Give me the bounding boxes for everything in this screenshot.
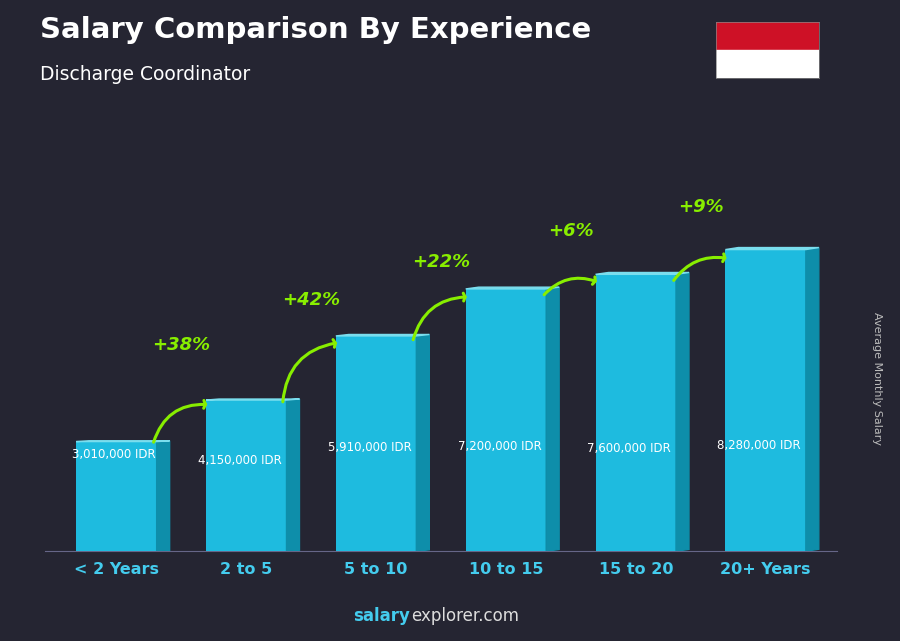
Polygon shape — [157, 441, 169, 551]
Polygon shape — [76, 441, 169, 442]
Text: 7,600,000 IDR: 7,600,000 IDR — [588, 442, 671, 455]
FancyBboxPatch shape — [336, 336, 417, 551]
Polygon shape — [546, 287, 559, 551]
Text: +42%: +42% — [282, 291, 340, 309]
Polygon shape — [676, 272, 689, 551]
Polygon shape — [206, 399, 300, 400]
Text: 7,200,000 IDR: 7,200,000 IDR — [457, 440, 541, 453]
Text: 8,280,000 IDR: 8,280,000 IDR — [717, 439, 801, 452]
FancyBboxPatch shape — [465, 289, 546, 551]
Text: +6%: +6% — [548, 222, 594, 240]
Text: +38%: +38% — [152, 336, 211, 354]
Text: Discharge Coordinator: Discharge Coordinator — [40, 65, 251, 85]
FancyBboxPatch shape — [596, 274, 676, 551]
Bar — [716, 22, 819, 50]
Text: Average Monthly Salary: Average Monthly Salary — [872, 312, 883, 445]
Text: 4,150,000 IDR: 4,150,000 IDR — [198, 454, 282, 467]
Polygon shape — [417, 335, 429, 551]
Text: +22%: +22% — [412, 253, 470, 271]
Text: Salary Comparison By Experience: Salary Comparison By Experience — [40, 16, 592, 44]
Polygon shape — [286, 399, 300, 551]
Text: salary: salary — [353, 607, 410, 625]
FancyBboxPatch shape — [206, 400, 286, 551]
Text: +9%: +9% — [678, 197, 724, 215]
FancyBboxPatch shape — [725, 249, 806, 551]
Text: 3,010,000 IDR: 3,010,000 IDR — [72, 448, 156, 462]
Polygon shape — [465, 287, 559, 289]
Text: explorer.com: explorer.com — [411, 607, 519, 625]
Polygon shape — [725, 247, 819, 249]
Polygon shape — [806, 247, 819, 551]
Bar — [716, 50, 819, 78]
Polygon shape — [336, 335, 429, 336]
Polygon shape — [596, 272, 689, 274]
Text: 5,910,000 IDR: 5,910,000 IDR — [328, 442, 411, 454]
FancyBboxPatch shape — [76, 442, 157, 551]
